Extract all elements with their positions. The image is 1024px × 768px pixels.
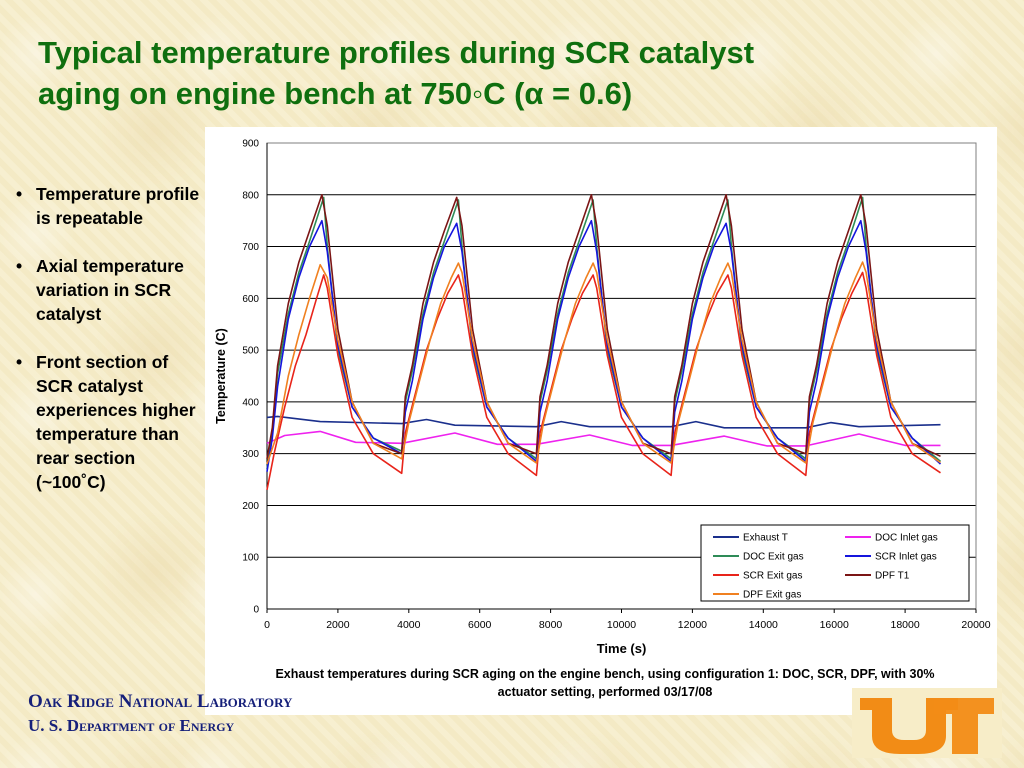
series-lines	[266, 194, 942, 491]
bullet-item: • Axial temperature variation in SCR cata…	[10, 254, 205, 326]
y-tick-label: 100	[242, 553, 259, 564]
organization-footer: Oak Ridge National Laboratory U. S. Depa…	[28, 690, 292, 738]
axes	[266, 142, 977, 613]
bullet-text: Temperature profile is repeatable	[36, 184, 200, 228]
legend-label: DOC Exit gas	[743, 552, 804, 563]
bullet-text: Front section of SCR catalyst experience…	[36, 352, 196, 492]
series-line	[266, 219, 942, 472]
y-tick-label: 0	[253, 605, 259, 616]
x-axis-label: Time (s)	[597, 641, 647, 656]
x-tick-label: 6000	[468, 619, 492, 631]
legend-label: DOC Inlet gas	[875, 533, 938, 544]
y-tick-label: 800	[242, 190, 259, 201]
bullet-marker: •	[16, 184, 23, 204]
x-tick-label: 20000	[961, 619, 990, 631]
y-tick-label: 600	[242, 294, 259, 305]
y-tick-label: 400	[242, 397, 259, 408]
y-axis-label: Temperature (C)	[214, 328, 228, 424]
series-line	[266, 430, 941, 447]
x-tick-label: 18000	[890, 619, 919, 631]
y-tick-label: 200	[242, 501, 259, 512]
bullet-list: • Temperature profile is repeatable • Axia…	[10, 182, 205, 518]
x-tick-label: 2000	[326, 619, 350, 631]
x-tick-label: 16000	[820, 619, 849, 631]
department-name: U. S. Department of Energy	[28, 716, 235, 735]
legend-label: SCR Exit gas	[743, 571, 802, 582]
title-line-2: aging on engine bench at 750◦C (α = 0.6)	[38, 76, 633, 111]
tick-labels: 0 100 200 300 400 500 600 700 800 900 0 2000 4000 600…	[214, 139, 991, 657]
legend-box	[700, 524, 970, 602]
y-tick-label: 900	[242, 139, 259, 150]
chart-panel: 0 100 200 300 400 500 600 700 800 900 0 2000 4000 600…	[205, 127, 997, 715]
legend-label: Exhaust T	[743, 533, 788, 544]
ut-logo-icon	[852, 688, 1002, 758]
legend-label: SCR Inlet gas	[875, 552, 937, 563]
bullet-marker: •	[16, 352, 23, 372]
series-line	[266, 415, 941, 429]
series-line	[266, 261, 941, 465]
lab-name: Oak Ridge National Laboratory	[28, 691, 293, 712]
bullet-item: • Temperature profile is repeatable	[10, 182, 205, 230]
y-tick-label: 700	[242, 242, 259, 253]
x-tick-label: 0	[264, 619, 270, 631]
bullet-marker: •	[16, 256, 23, 276]
temperature-chart: 0 100 200 300 400 500 600 700 800 900 0 2000 4000 600…	[214, 139, 991, 657]
x-tick-label: 4000	[397, 619, 421, 631]
x-tick-label: 14000	[749, 619, 778, 631]
x-tick-label: 12000	[678, 619, 707, 631]
bullet-item: • Front section of SCR catalyst experienc…	[10, 350, 205, 494]
legend: Exhaust T DOC Inlet gas DOC Exit gas SCR In…	[700, 524, 970, 602]
legend-label: DPF T1	[875, 571, 910, 582]
slide-title: Typical temperature profiles during SCR …	[38, 32, 998, 114]
series-line	[266, 271, 941, 491]
title-line-1: Typical temperature profiles during SCR …	[38, 35, 755, 70]
chart-caption: Exhaust temperatures during SCR aging on…	[275, 667, 935, 699]
x-tick-label: 8000	[539, 619, 563, 631]
x-tick-label: 10000	[607, 619, 636, 631]
legend-label: DPF Exit gas	[743, 590, 801, 601]
y-tick-label: 500	[242, 346, 259, 357]
bullet-text: Axial temperature variation in SCR catal…	[36, 256, 184, 324]
y-tick-label: 300	[242, 449, 259, 460]
